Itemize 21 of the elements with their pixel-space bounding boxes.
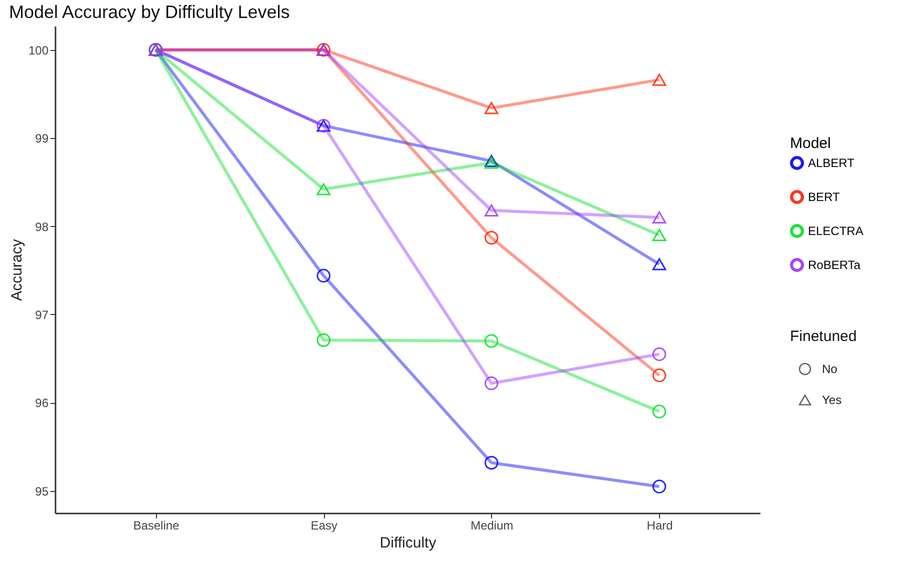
text: Yes (822, 393, 842, 407)
y-tick-label: 99 (35, 132, 49, 146)
x-tick-label: Easy (310, 518, 338, 532)
x-tick-label: Baseline (133, 518, 180, 532)
x-tick-label: Medium (470, 518, 514, 532)
text: Finetuned (790, 328, 857, 345)
chart-title: Model Accuracy by Difficulty Levels (8, 2, 290, 22)
legend-label: ALBERT (808, 156, 856, 170)
legend-label: BERT (808, 190, 840, 204)
y-axis-title: Accuracy (8, 238, 26, 301)
x-tick-label: Hard (646, 518, 673, 532)
legend-title: Model (790, 135, 831, 152)
y-tick-label: 96 (35, 396, 49, 410)
legend-label: RoBERTa (808, 258, 861, 272)
y-tick-label: 100 (28, 43, 49, 58)
y-tick-label: 97 (35, 308, 49, 322)
y-tick-label: 95 (35, 484, 49, 498)
legend-label: ELECTRA (808, 224, 864, 238)
text: No (822, 362, 838, 376)
y-tick-label: 98 (35, 220, 49, 234)
x-axis-title: Difficulty (380, 534, 437, 552)
